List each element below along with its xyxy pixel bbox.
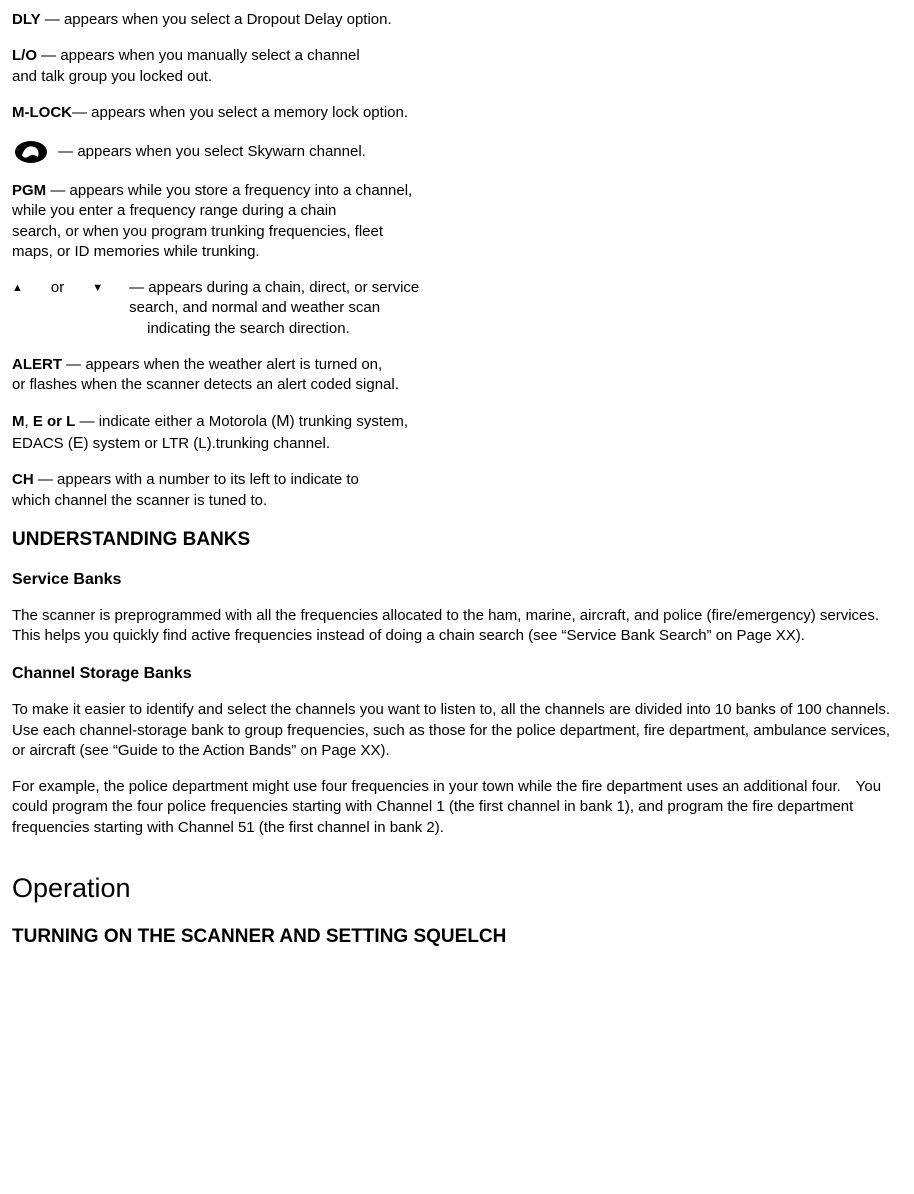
mel-line2a: EDACS ( xyxy=(12,435,73,452)
service-banks-paragraph: The scanner is preprogrammed with all th… xyxy=(12,606,902,647)
heading-operation: Operation xyxy=(12,870,902,906)
dly-text: — appears when you select a Dropout Dela… xyxy=(41,11,392,28)
lo-line1: — appears when you manually select a cha… xyxy=(37,47,360,64)
indicator-alert: ALERT — appears when the weather alert i… xyxy=(12,355,902,396)
pgm-line2: while you enter a frequency range during… xyxy=(12,202,336,219)
mel-line2b: ) system or LTR (L).trunking channel. xyxy=(84,435,330,452)
mel-line1a: — indicate either a Motorola ( xyxy=(75,413,276,430)
alert-line2: or flashes when the scanner detects an a… xyxy=(12,376,399,393)
arrow-line2: search, and normal and weather scan xyxy=(129,299,380,316)
mlock-text: — appears when you select a memory lock … xyxy=(72,104,408,121)
pgm-line4: maps, or ID memories while trunking. xyxy=(12,243,260,260)
heading-service-banks: Service Banks xyxy=(12,569,902,591)
indicator-mlock: M-LOCK— appears when you select a memory… xyxy=(12,103,902,123)
pgm-label: PGM xyxy=(12,182,46,199)
channel-storage-paragraph-1: To make it easier to identify and select… xyxy=(12,700,902,761)
channel-storage-paragraph-2: For example, the police department might… xyxy=(12,777,902,838)
indicator-pgm: PGM — appears while you store a frequenc… xyxy=(12,181,902,262)
indicator-mel: M, E or L — indicate either a Motorola (… xyxy=(12,411,902,454)
alert-line1: — appears when the weather alert is turn… xyxy=(62,356,382,373)
mel-line1b: ) trunking system, xyxy=(290,413,408,430)
indicator-dly: DLY — appears when you select a Dropout … xyxy=(12,10,902,30)
indicator-arrows: ▲ or ▼ — appears during a chain, direct,… xyxy=(12,278,902,339)
ch-line1: — appears with a number to its left to i… xyxy=(34,471,359,488)
skywarn-icon xyxy=(12,139,50,165)
dly-label: DLY xyxy=(12,11,41,28)
lo-line2: and talk group you locked out. xyxy=(12,68,212,85)
pgm-line1: — appears while you store a frequency in… xyxy=(46,182,412,199)
mel-line1m: M xyxy=(276,413,289,430)
ch-line2: which channel the scanner is tuned to. xyxy=(12,492,267,509)
arrow-line3: indicating the search direction. xyxy=(129,320,350,337)
skywarn-text: — appears when you select Skywarn channe… xyxy=(54,143,366,160)
arrow-description: — appears during a chain, direct, or ser… xyxy=(129,278,419,339)
arrow-down-icon: ▼ xyxy=(92,278,103,298)
arrow-up-icon: ▲ xyxy=(12,278,23,298)
indicator-lo: L/O — appears when you manually select a… xyxy=(12,46,902,87)
heading-understanding-banks: UNDERSTANDING BANKS xyxy=(12,527,902,553)
mel-line2e: E xyxy=(73,435,84,452)
mlock-label: M-LOCK xyxy=(12,104,72,121)
mel-label-eorl: E or L xyxy=(33,413,76,430)
ch-label: CH xyxy=(12,471,34,488)
mel-label-m: M xyxy=(12,413,25,430)
lo-label: L/O xyxy=(12,47,37,64)
heading-turning-on: TURNING ON THE SCANNER AND SETTING SQUEL… xyxy=(12,924,902,950)
arrow-line1: — appears during a chain, direct, or ser… xyxy=(129,279,419,296)
pgm-line3: search, or when you program trunking fre… xyxy=(12,223,383,240)
alert-label: ALERT xyxy=(12,356,62,373)
mel-comma: , xyxy=(25,413,33,430)
indicator-ch: CH — appears with a number to its left t… xyxy=(12,470,902,511)
arrow-or-text: or xyxy=(51,278,64,298)
heading-channel-storage-banks: Channel Storage Banks xyxy=(12,663,902,685)
indicator-skywarn: — appears when you select Skywarn channe… xyxy=(12,139,902,165)
